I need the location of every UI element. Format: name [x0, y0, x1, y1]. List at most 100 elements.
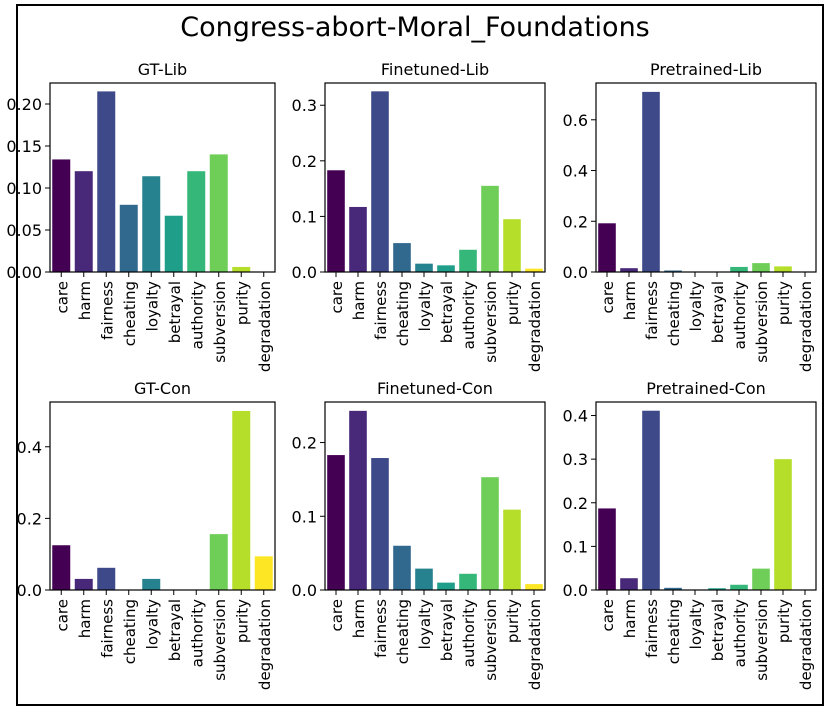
x-tick-label: harm: [350, 599, 368, 638]
x-tick-label: degradation: [256, 281, 274, 372]
figure-title: Congress-abort-Moral_Foundations: [180, 12, 650, 43]
bar-loyalty: [415, 568, 433, 590]
bar-loyalty: [142, 578, 161, 590]
y-tick-label: 0.1: [292, 507, 317, 526]
bar-harm: [349, 206, 367, 272]
bar-betrayal: [708, 588, 726, 590]
bar-cheating: [664, 587, 682, 590]
y-tick-label: 0.2: [17, 509, 42, 528]
chart-title: Finetuned-Lib: [381, 60, 489, 79]
x-tick-label: fairness: [372, 281, 390, 340]
x-tick-label: care: [328, 599, 346, 632]
y-tick-label: 0.4: [563, 162, 588, 181]
axes-frame: [324, 401, 546, 591]
y-tick-label: 0.05: [6, 221, 42, 240]
x-tick-label: fairness: [643, 281, 661, 340]
bar-authority: [459, 573, 477, 590]
x-tick-label: cheating: [394, 599, 412, 664]
x-tick-label: purity: [504, 599, 522, 643]
chart-panel-1: Finetuned-Lib 0.0 0.1 0.2 0.3 care harm fairnes…: [292, 60, 546, 372]
bar-care: [598, 223, 616, 272]
bar-purity: [774, 459, 792, 590]
chart-title: Finetuned-Con: [377, 379, 493, 398]
bar-care: [327, 455, 345, 590]
bar-degradation: [525, 584, 543, 590]
bar-betrayal: [164, 215, 183, 272]
x-tick-label: authority: [731, 599, 749, 667]
x-tick-label: fairness: [643, 599, 661, 658]
x-tick-label: authority: [188, 599, 206, 667]
y-tick-label: 0.2: [292, 152, 317, 171]
x-tick-label: harm: [350, 281, 368, 320]
bar-purity: [503, 509, 521, 590]
y-tick-label: 0.0: [17, 581, 42, 600]
x-tick-label: loyalty: [687, 281, 705, 331]
x-tick-label: subversion: [753, 599, 771, 681]
bar-harm: [620, 578, 638, 590]
axes-frame: [49, 82, 276, 273]
chart-panel-3: GT-Con 0.0 0.2 0.4 care harm fairness cheating l…: [17, 379, 276, 690]
x-tick-label: degradation: [526, 599, 544, 690]
axes-frame: [49, 401, 276, 591]
y-tick-label: 0.2: [563, 494, 588, 513]
chart-title: GT-Lib: [138, 60, 187, 79]
x-tick-label: loyalty: [143, 599, 161, 649]
bar-subversion: [481, 477, 499, 590]
y-tick-label: 0.3: [292, 96, 317, 115]
chart-title: Pretrained-Lib: [650, 60, 762, 79]
axes-frame: [595, 82, 817, 273]
axes-frame: [324, 82, 546, 273]
x-tick-label: betrayal: [166, 599, 184, 661]
x-tick-label: subversion: [211, 281, 229, 363]
chart-title: Pretrained-Con: [646, 379, 766, 398]
x-tick-label: betrayal: [709, 599, 727, 661]
bar-fairness: [371, 458, 389, 590]
y-tick-label: 0.6: [563, 111, 588, 130]
y-tick-label: 0.0: [292, 581, 317, 600]
x-tick-label: care: [53, 599, 71, 632]
chart-panel-2: Pretrained-Lib 0.0 0.2 0.4 0.6 care harm fairne…: [563, 60, 817, 372]
bar-cheating: [664, 270, 682, 272]
bar-purity: [232, 266, 251, 272]
bar-subversion: [209, 534, 228, 590]
y-tick-label: 0.0: [292, 263, 317, 282]
x-tick-label: harm: [76, 281, 94, 320]
y-tick-label: 0.0: [563, 581, 588, 600]
x-tick-label: cheating: [665, 599, 683, 664]
bar-authority: [459, 249, 477, 272]
bar-subversion: [209, 154, 228, 272]
bar-purity: [232, 410, 251, 590]
x-tick-label: harm: [76, 599, 94, 638]
x-tick-label: subversion: [211, 599, 229, 681]
x-tick-label: degradation: [797, 281, 815, 372]
y-tick-label: 0.15: [6, 137, 42, 156]
chart-panel-4: Finetuned-Con 0.0 0.1 0.2 care harm fairness ch…: [292, 379, 546, 690]
x-tick-label: degradation: [797, 599, 815, 690]
bar-fairness: [97, 91, 116, 273]
x-tick-label: harm: [621, 599, 639, 638]
chart-panel-5: Pretrained-Con 0.0 0.1 0.2 0.3 0.4 care harm fai…: [563, 379, 817, 690]
bar-harm: [620, 268, 638, 272]
x-tick-label: care: [53, 281, 71, 314]
bar-betrayal: [437, 265, 455, 272]
x-tick-label: fairness: [98, 281, 116, 340]
bar-fairness: [642, 91, 660, 272]
bar-cheating: [119, 204, 138, 272]
x-tick-label: cheating: [121, 281, 139, 346]
x-tick-label: cheating: [665, 281, 683, 346]
x-tick-label: harm: [621, 281, 639, 320]
bar-harm: [74, 171, 93, 272]
x-tick-label: betrayal: [438, 281, 456, 343]
y-tick-label: 0.4: [563, 407, 588, 426]
bar-fairness: [97, 567, 116, 590]
y-tick-label: 0.2: [563, 212, 588, 231]
bar-care: [52, 159, 71, 272]
bar-subversion: [481, 185, 499, 272]
bar-harm: [74, 578, 93, 590]
x-tick-label: authority: [188, 281, 206, 349]
x-tick-label: betrayal: [166, 281, 184, 343]
bar-subversion: [752, 568, 770, 590]
bar-cheating: [393, 243, 411, 272]
y-tick-label: 0.1: [563, 537, 588, 556]
